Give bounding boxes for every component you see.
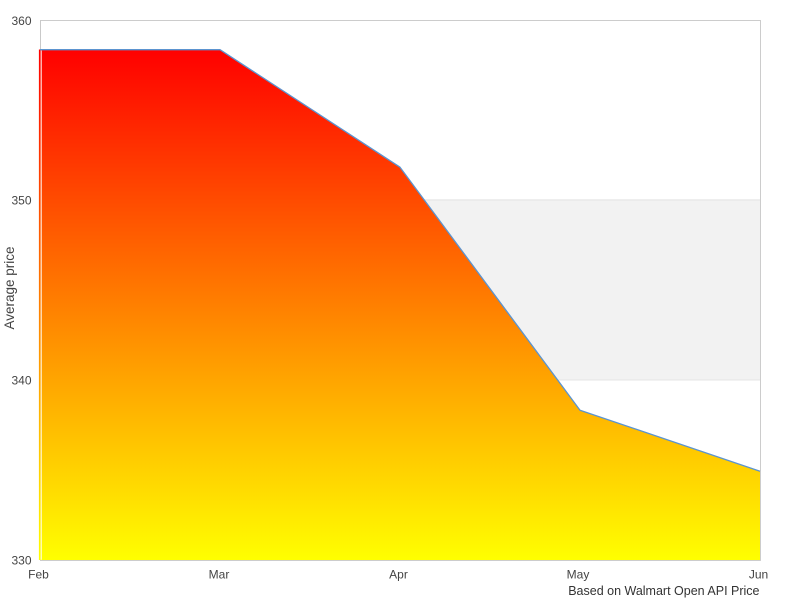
svg-text:360: 360 <box>11 14 31 28</box>
svg-text:Feb: Feb <box>28 568 49 582</box>
svg-text:Average price: Average price <box>2 246 17 329</box>
svg-text:Mar: Mar <box>209 568 230 582</box>
svg-text:Apr: Apr <box>389 568 408 582</box>
svg-text:330: 330 <box>11 554 31 568</box>
svg-text:340: 340 <box>11 374 31 388</box>
svg-text:350: 350 <box>11 194 31 208</box>
svg-text:May: May <box>567 568 590 582</box>
svg-text:Jun: Jun <box>749 568 768 582</box>
svg-text:Based on Walmart Open API Pric: Based on Walmart Open API Price <box>568 584 759 598</box>
